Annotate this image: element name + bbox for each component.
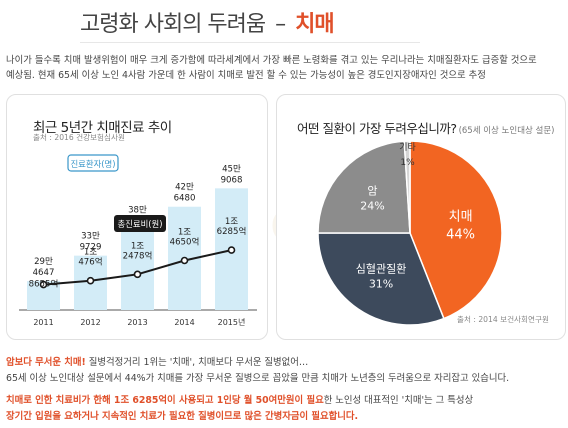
survey-chart-title: 어떤 질환이 가장 두려우십니까? (65세 이상 노인대상 설문): [297, 118, 555, 137]
intro-text: 나이가 들수록 치매 발생위험이 매우 크게 증가함에 따라세계에서 가장 빠른…: [6, 53, 568, 83]
page-title-main: 고령화 사회의 두려움: [80, 12, 266, 37]
dementia-trend-panel: 최근 5년간 치매진료 추이 출처 : 2016 건강보험심사원 29만 4647…: [6, 94, 268, 340]
bottom-line-2: 65세 이상 노인대상 설문에서 44%가 치매를 가장 무서운 질병으로 꼽았…: [6, 373, 510, 384]
patient-value-label-0: 29만 4647: [33, 256, 55, 278]
patient-value-label-1: 33만 9729: [80, 231, 102, 253]
bottom-line-3: 치매로 인한 치료비가 한해 1조 6285억이 사용되고 1인당 월 50여만…: [6, 392, 473, 406]
cost-value-label-0: 8655억: [29, 278, 59, 290]
page-title-dash: –: [275, 12, 286, 37]
bottom-line-3-rest: 한 노인성 대표적인 '치매'는 그 특성상: [323, 395, 474, 406]
patients-legend-badge: [67, 154, 119, 172]
cost-point-2: [133, 270, 142, 279]
pie-slice-2: [317, 140, 411, 234]
bottom-line-3-highlight: 치매로 인한 치료비가 한해 1조 6285억이 사용되고 1인당 월 50여만…: [6, 395, 324, 406]
x-tick-label-1: 2012: [80, 318, 100, 327]
survey-chart-source: 출처 : 2014 보건사회연구원: [456, 315, 549, 324]
cost-point-4: [227, 246, 236, 254]
pie-value-label-3: 1%: [400, 158, 415, 168]
x-tick-label-0: 2011: [33, 318, 53, 327]
patient-bar-2: [121, 229, 154, 310]
bottom-line-1: 암보다 무서운 치매! 질병걱정거리 1위는 '치매', 치매보다 무서운 질병…: [6, 354, 308, 368]
cost-value-label-2: 1조 2478억: [123, 241, 153, 261]
page-title-highlight: 치매: [295, 12, 334, 37]
survey-chart-title-text: 어떤 질환이 가장 두려우십니까?: [297, 121, 457, 136]
pie-label-0: 치매: [449, 209, 473, 224]
pie-value-label-2: 24%: [360, 200, 384, 213]
intro-line-1: 나이가 들수록 치매 발생위험이 매우 크게 증가함에 따라세계에서 가장 빠른…: [6, 55, 537, 66]
trend-chart: 29만4647201133만9729201238만6447201342만6480…: [19, 154, 257, 327]
pie-label-3: 기타: [399, 142, 416, 153]
cost-value-label-3: 1조 4650억: [170, 228, 200, 248]
patient-value-label-3: 42만 6480: [174, 182, 196, 204]
cost-point-3: [180, 256, 189, 265]
x-tick-label-2: 2013: [127, 318, 147, 327]
cost-value-label-1: 1조 476억: [78, 248, 102, 268]
survey-pie-chart: 치매 44% 심혈관질환 31% 암 24% 기타 1%: [317, 140, 503, 326]
page-title: 고령화 사회의 두려움 – 치매: [80, 6, 335, 40]
x-tick-label-4: 2015년: [218, 317, 246, 327]
pie-label-2: 암: [367, 185, 377, 198]
patient-value-label-4: 45만 9068: [221, 163, 243, 185]
intro-line-2: 예상됨. 현재 65세 이상 노인 4사람 가운데 한 사람이 치매로 발전 할…: [6, 70, 486, 81]
title-divider: [80, 42, 420, 43]
pie-label-1: 심혈관질환: [356, 262, 407, 276]
trend-chart-title: 최근 5년간 치매진료 추이: [33, 120, 172, 136]
pie-slice-0: [409, 140, 503, 320]
fear-survey-panel: 어떤 질환이 가장 두려우십니까? (65세 이상 노인대상 설문) 치매 44% 심…: [276, 94, 566, 340]
cost-point-0: [39, 280, 48, 289]
pie-slice-3: [403, 140, 411, 234]
bottom-line-4: 장기간 입원을 요하거나 지속적인 치료가 필요한 질병이므로 많은 간병자금이…: [6, 411, 359, 422]
bottom-line-1-rest: 질병걱정거리 1위는 '치매', 치매보다 무서운 질병없어…: [85, 357, 309, 368]
pie-slice-1: [317, 232, 445, 326]
cost-point-1: [86, 276, 95, 285]
cost-legend-badge: [114, 215, 166, 232]
trend-chart-source: 출처 : 2016 건강보험심사원: [33, 133, 126, 142]
x-tick-label-3: 2014: [174, 318, 194, 327]
pie-value-label-1: 31%: [369, 278, 393, 291]
cost-legend-label: 총진료비(원): [117, 219, 162, 229]
patients-legend-label: 진료환자(명): [70, 159, 115, 169]
survey-chart-title-note: (65세 이상 노인대상 설문): [458, 126, 555, 136]
pie-value-label-0: 44%: [446, 227, 475, 242]
cost-value-label-4: 1조 6285억: [217, 217, 247, 237]
bottom-line-1-highlight: 암보다 무서운 치매!: [6, 357, 86, 368]
